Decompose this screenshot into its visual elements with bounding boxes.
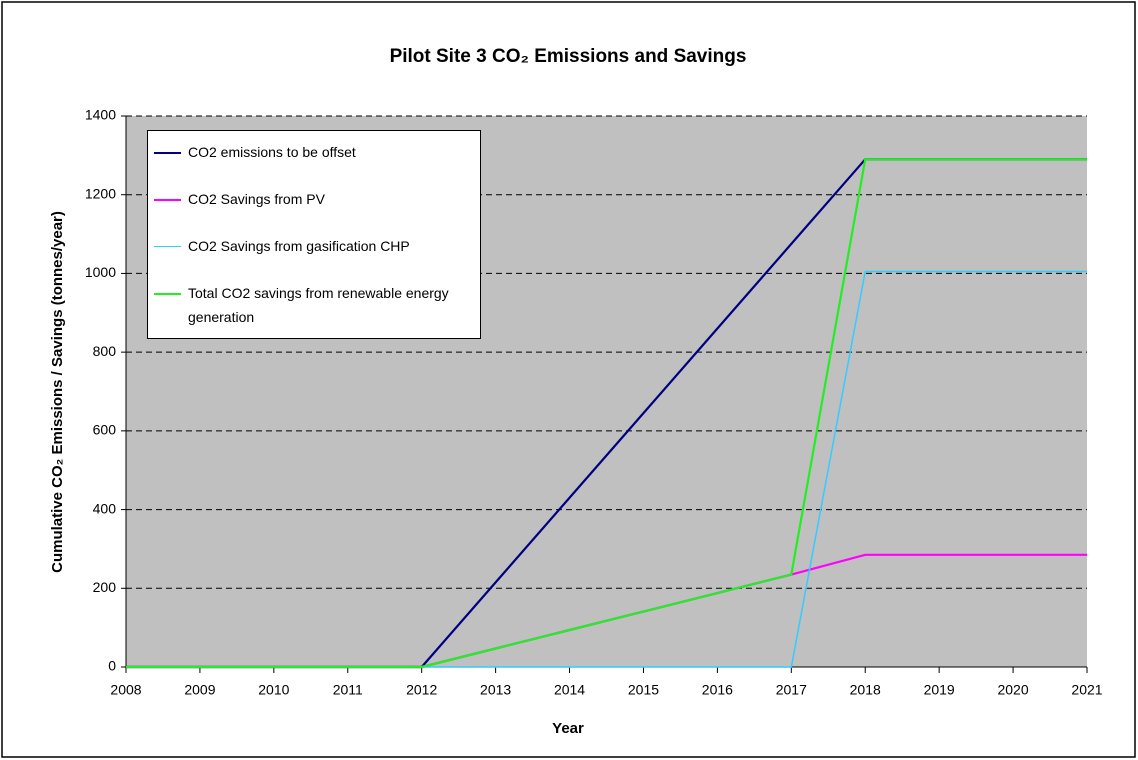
series-line xyxy=(126,158,1087,669)
y-tick-label: 600 xyxy=(93,422,117,438)
x-tick-label: 2012 xyxy=(406,682,437,698)
legend-swatch xyxy=(154,199,181,201)
legend-item: CO2 Savings from PV xyxy=(148,187,480,211)
x-tick-label: 2015 xyxy=(628,682,659,698)
x-tick-label: 2019 xyxy=(924,682,955,698)
legend-item: CO2 Savings from gasification CHP xyxy=(148,234,480,258)
x-tick-label: 2017 xyxy=(776,682,807,698)
y-axis-label: Cumulative CO₂ Emissions / Savings (tonn… xyxy=(49,211,66,573)
x-tick-label: 2020 xyxy=(997,682,1028,698)
y-tick-label: 1200 xyxy=(85,185,116,201)
legend-label: Total CO2 savings from renewable energy … xyxy=(188,285,449,325)
x-tick-label: 2016 xyxy=(702,682,733,698)
x-axis-label: Year xyxy=(552,720,584,737)
legend-swatch xyxy=(154,293,181,295)
legend-label: CO2 Savings from gasification CHP xyxy=(188,238,410,254)
x-tick-label: 2009 xyxy=(184,682,215,698)
x-tick-label: 2010 xyxy=(258,682,289,698)
x-tick-label: 2013 xyxy=(480,682,511,698)
legend-label: CO2 emissions to be offset xyxy=(188,144,356,160)
y-tick-label: 1000 xyxy=(85,264,116,280)
legend-swatch xyxy=(154,246,181,247)
x-tick-label: 2021 xyxy=(1071,682,1102,698)
chart-title: Pilot Site 3 CO₂ Emissions and Savings xyxy=(390,46,747,67)
legend-item: Total CO2 savings from renewable energy … xyxy=(148,281,480,329)
x-tick-label: 2018 xyxy=(850,682,881,698)
legend-label: CO2 Savings from PV xyxy=(188,191,325,207)
y-tick-label: 800 xyxy=(93,343,117,359)
y-tick-label: 400 xyxy=(93,500,117,516)
y-tick-label: 1400 xyxy=(85,107,116,123)
x-tick-label: 2008 xyxy=(110,682,141,698)
legend-swatch xyxy=(154,152,181,154)
legend-item: CO2 emissions to be offset xyxy=(148,140,480,164)
y-tick-label: 0 xyxy=(108,658,116,674)
y-tick-label: 200 xyxy=(93,579,117,595)
x-tick-label: 2011 xyxy=(333,682,363,698)
legend: CO2 emissions to be offset CO2 Savings fr… xyxy=(147,130,481,339)
x-tick-label: 2014 xyxy=(554,682,585,698)
